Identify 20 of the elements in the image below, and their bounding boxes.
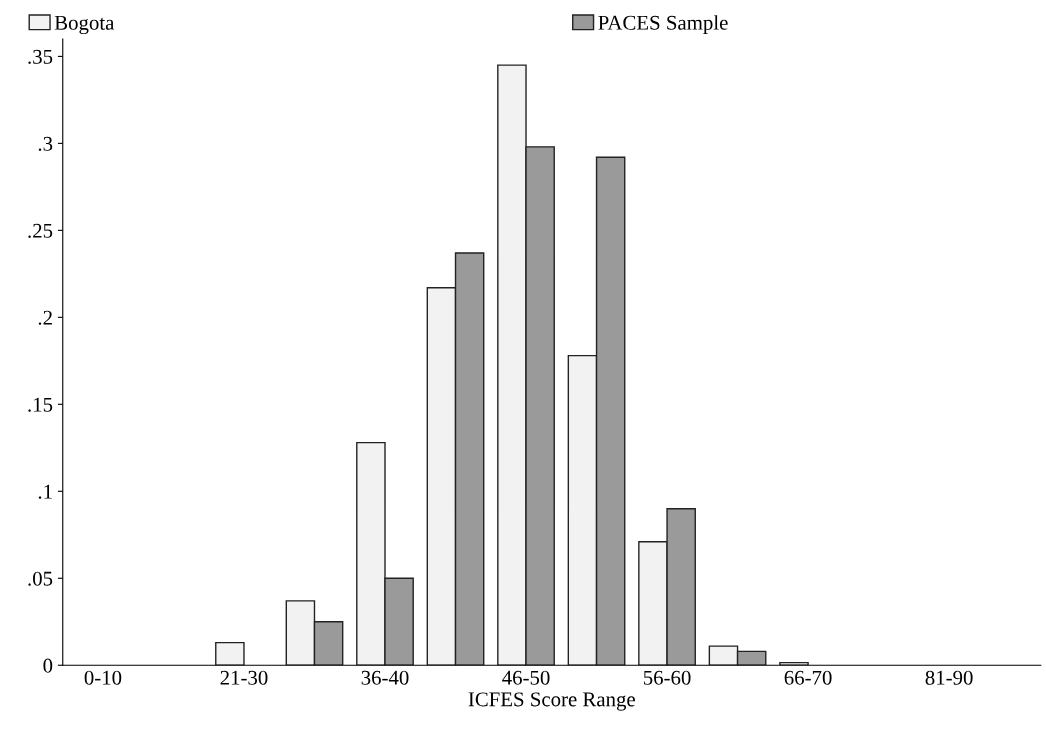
- bar: [215, 641, 245, 666]
- x-tick-label: 46-50: [502, 670, 550, 685]
- y-tick-label: .1: [38, 484, 52, 499]
- y-tick-label: .05: [28, 571, 53, 586]
- y-tick-label: .3: [38, 136, 53, 151]
- x-tick-label: 56-60: [643, 670, 691, 685]
- legend-label: PACES Sample: [598, 15, 728, 35]
- x-tick-label: 81-90: [925, 670, 973, 685]
- bar: [779, 661, 809, 666]
- x-tick-label: 66-70: [784, 670, 832, 685]
- legend-label: Bogota: [54, 15, 115, 35]
- x-tick-label: 36-40: [361, 670, 409, 685]
- y-tick-label: .2: [38, 310, 52, 325]
- x-tick-label: 0-10: [84, 670, 122, 685]
- y-tick-label: .35: [28, 49, 53, 64]
- y-tick-label: .15: [28, 397, 53, 412]
- x-axis-title: ICFES Score Range: [468, 692, 635, 711]
- x-tick-label: 21-30: [220, 670, 268, 685]
- y-tick-label: .25: [28, 223, 53, 238]
- y-tick-label: 0: [43, 658, 53, 673]
